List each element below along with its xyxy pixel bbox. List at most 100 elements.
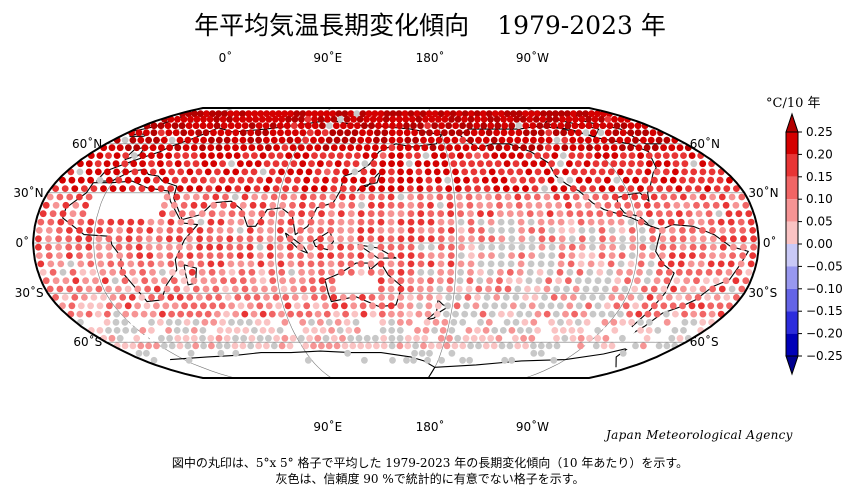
- trend-dot: [424, 356, 431, 364]
- trend-dot: [483, 185, 491, 193]
- trend-dot: [541, 185, 548, 193]
- trend-dot: [200, 176, 207, 184]
- trend-dot: [213, 122, 221, 130]
- trend-dot: [314, 310, 322, 318]
- trend-dot: [413, 144, 420, 152]
- trend-dot: [494, 122, 502, 130]
- trend-dot: [562, 168, 569, 176]
- trend-dot: [149, 334, 157, 342]
- trend-dot: [620, 152, 627, 160]
- trend-dot: [168, 342, 176, 350]
- trend-dot: [397, 318, 404, 326]
- trend-dot: [65, 235, 73, 243]
- trend-dot: [397, 243, 405, 251]
- trend-dot: [412, 342, 419, 350]
- trend-dot: [538, 252, 546, 259]
- trend-dot: [672, 318, 680, 326]
- trend-dot: [265, 302, 273, 310]
- trend-dot: [668, 227, 676, 234]
- trend-dot: [55, 235, 62, 243]
- trend-dot: [539, 318, 547, 326]
- trend-dot: [190, 201, 198, 209]
- trend-dot: [687, 260, 695, 268]
- trend-dot: [567, 260, 575, 268]
- trend-dot: [245, 110, 253, 118]
- trend-dot: [299, 160, 307, 168]
- trend-dot: [223, 136, 231, 144]
- trend-dot: [523, 129, 530, 137]
- trend-dot: [417, 218, 425, 226]
- trend-dot: [472, 302, 480, 310]
- trend-dot: [708, 310, 716, 318]
- trend-dot: [561, 144, 569, 152]
- trend-dot: [223, 168, 230, 176]
- trend-dot: [589, 310, 597, 318]
- trend-dot: [617, 168, 624, 176]
- trend-dot: [397, 294, 405, 301]
- trend-dot: [585, 327, 593, 334]
- trend-dot: [339, 294, 347, 301]
- trend-dot: [113, 310, 120, 318]
- trend-dot: [482, 327, 490, 334]
- trend-dot: [660, 176, 668, 184]
- trend-dot: [417, 243, 425, 251]
- trend-dot: [699, 243, 707, 251]
- trend-dot: [510, 176, 517, 184]
- trend-dot: [225, 129, 232, 137]
- trend-dot: [232, 349, 240, 357]
- trend-dot: [159, 310, 166, 318]
- agency-credit: Japan Meteorological Agency: [606, 428, 793, 442]
- trend-dot: [600, 342, 608, 350]
- trend-dot: [505, 277, 513, 285]
- trend-dot: [507, 260, 515, 268]
- trend-dot: [281, 110, 289, 118]
- trend-dot: [416, 176, 423, 184]
- trend-dot: [619, 318, 627, 326]
- trend-dot: [448, 129, 456, 137]
- trend-dot: [234, 122, 242, 130]
- trend-dot: [302, 342, 310, 350]
- trend-dot: [610, 144, 618, 152]
- trend-dot: [112, 160, 120, 168]
- trend-dot: [328, 152, 335, 160]
- trend-dot: [679, 252, 686, 259]
- trend-dot: [210, 201, 218, 209]
- trend-dot: [256, 176, 264, 184]
- trend-dot: [681, 168, 688, 176]
- trend-dot: [233, 110, 241, 118]
- trend-dot: [245, 115, 253, 123]
- trend-dot: [465, 327, 473, 334]
- trend-dot: [457, 227, 465, 234]
- trend-dot: [228, 302, 236, 310]
- trend-dot: [241, 168, 249, 176]
- trend-dot: [256, 334, 264, 342]
- trend-dot: [707, 176, 715, 184]
- trend-dot: [318, 268, 325, 276]
- trend-dot: [487, 115, 494, 123]
- trend-dot: [485, 160, 493, 168]
- trend-dot: [222, 193, 229, 201]
- trend-dot: [707, 218, 715, 226]
- trend-dot: [566, 176, 574, 184]
- trend-dot: [250, 168, 258, 176]
- trend-dot: [690, 160, 698, 168]
- bottom-lon-label: 90˚W: [516, 419, 549, 434]
- trend-dot: [689, 227, 696, 234]
- trend-dot: [153, 342, 160, 350]
- trend-dot: [221, 110, 229, 118]
- trend-dot: [487, 122, 495, 130]
- trend-dot: [703, 277, 710, 285]
- trend-dot: [396, 152, 404, 160]
- trend-dot: [186, 185, 194, 193]
- trend-dot: [650, 193, 658, 201]
- trend-dot: [379, 327, 387, 334]
- trend-dot: [726, 176, 733, 184]
- trend-dot: [435, 115, 442, 123]
- trend-dot: [359, 176, 367, 184]
- trend-dot: [527, 260, 535, 268]
- trend-dot: [596, 210, 604, 218]
- trend-dot: [531, 294, 539, 301]
- legend-tick-label: 0.15: [806, 170, 833, 184]
- trend-dot: [335, 110, 343, 118]
- trend-dot: [436, 201, 444, 209]
